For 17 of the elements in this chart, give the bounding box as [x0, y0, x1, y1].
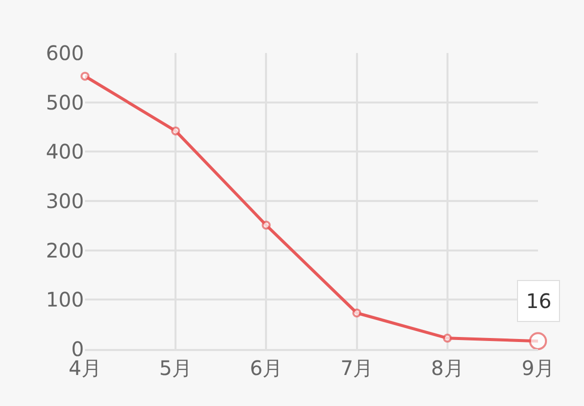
x-tick-label: 6月	[250, 356, 283, 380]
data-label: 16	[526, 289, 552, 313]
point	[262, 220, 271, 230]
point	[171, 126, 180, 136]
y-tick-label: 100	[46, 288, 84, 312]
y-tick-label: 200	[46, 238, 84, 262]
x-tick-label: 5月	[159, 356, 192, 380]
x-tick-label: 9月	[522, 356, 554, 380]
point	[352, 308, 362, 318]
x-tick-label: 8月	[431, 356, 464, 380]
y-tick-label: 600	[46, 41, 84, 65]
point	[442, 334, 452, 343]
x-tick-label: 7月	[340, 356, 374, 380]
y-tick-label: 500	[46, 90, 84, 114]
point	[80, 72, 90, 81]
y-tick-label: 400	[46, 140, 84, 164]
y-tick-label: 300	[46, 189, 84, 213]
